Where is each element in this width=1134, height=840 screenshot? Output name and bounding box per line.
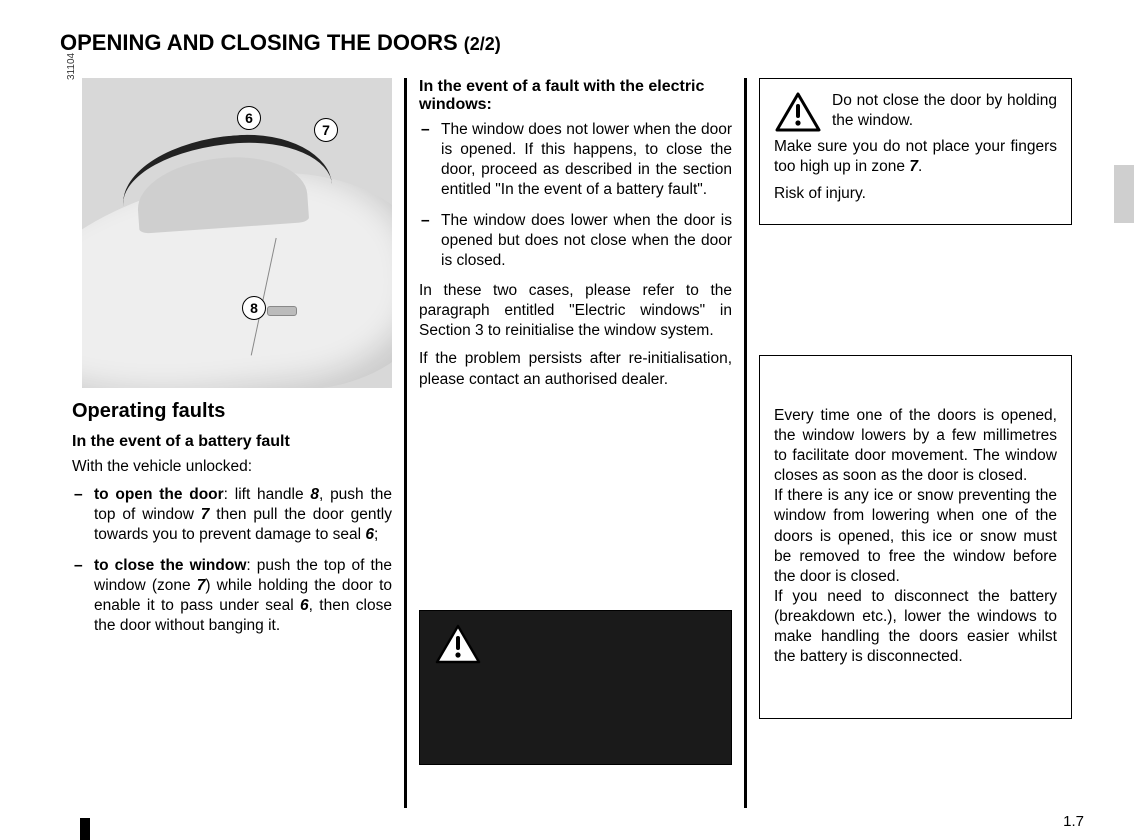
t: : lift handle — [224, 486, 311, 503]
manual-page: OPENING AND CLOSING THE DOORS (2/2) 3110… — [0, 0, 1134, 840]
warning-box-dark — [419, 610, 732, 765]
figure-code: 31104 — [66, 53, 77, 80]
callout-8: 8 — [242, 296, 266, 320]
callout-6: 6 — [237, 106, 261, 130]
ref-6: 6 — [365, 526, 374, 543]
title-part: (2/2) — [464, 34, 501, 54]
page-number: 1.7 — [1063, 813, 1084, 830]
warn-line1: Do not close the door by holding the win… — [832, 92, 1057, 129]
reinitialise-text: In these two cases, please refer to the … — [419, 281, 732, 341]
column-2: In the event of a fault with the electri… — [404, 78, 744, 808]
page-title: OPENING AND CLOSING THE DOORS (2/2) — [60, 30, 1084, 56]
column-1: 31104 6 7 8 Operating faults In the even… — [60, 78, 404, 808]
ref-8: 8 — [310, 486, 319, 503]
battery-fault-list: to open the door: lift handle 8, push th… — [72, 485, 392, 636]
close-window-bold: to close the window — [94, 557, 246, 574]
door-handle-shape — [267, 306, 297, 316]
operating-faults-heading: Operating faults — [72, 400, 392, 423]
window-lower-not-close-item: The window does lower when the door is o… — [419, 211, 732, 271]
warn-line3: Risk of injury. — [774, 185, 866, 202]
warning-icon — [434, 623, 482, 665]
warning-box-top: Do not close the door by holding the win… — [759, 78, 1072, 225]
warn-line2b: . — [918, 158, 922, 175]
open-door-item: to open the door: lift handle 8, push th… — [72, 485, 392, 545]
info-p1: Every time one of the doors is opened, t… — [774, 407, 1057, 484]
electric-fault-list: The window does not lower when the door … — [419, 120, 732, 271]
info-box-bottom: Every time one of the doors is opened, t… — [759, 355, 1072, 719]
electric-windows-fault-heading: In the event of a fault with the electri… — [419, 78, 732, 114]
contact-dealer-text: If the problem persists after re-initial… — [419, 349, 732, 389]
battery-fault-heading: In the event of a battery fault — [72, 433, 392, 451]
vehicle-unlocked-text: With the vehicle unlocked: — [72, 457, 392, 477]
window-not-lower-item: The window does not lower when the door … — [419, 120, 732, 201]
warning-icon — [774, 91, 822, 133]
ref-7: 7 — [909, 158, 918, 175]
columns: 31104 6 7 8 Operating faults In the even… — [60, 78, 1084, 808]
close-window-item: to close the window: push the top of the… — [72, 556, 392, 637]
car-window-frame — [119, 129, 335, 243]
column-3: Do not close the door by holding the win… — [744, 78, 1084, 808]
t: ; — [374, 526, 378, 543]
open-door-bold: to open the door — [94, 486, 224, 503]
title-main: OPENING AND CLOSING THE DOORS — [60, 30, 464, 55]
footer-mark — [80, 818, 90, 840]
ref-6: 6 — [300, 597, 309, 614]
info-p2: If there is any ice or snow preventing t… — [774, 487, 1057, 585]
info-p3: If you need to disconnect the battery (b… — [774, 588, 1057, 665]
figure-illustration: 6 7 8 — [82, 78, 392, 388]
callout-7: 7 — [314, 118, 338, 142]
